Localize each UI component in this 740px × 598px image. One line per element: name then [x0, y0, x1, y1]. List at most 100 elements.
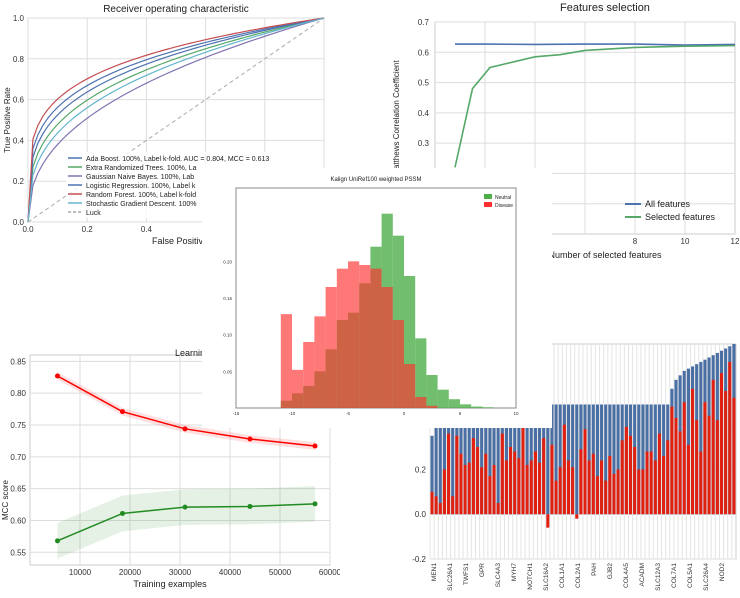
stacked-bar-red: [488, 476, 492, 515]
stacked-xtick-label: GJB2: [607, 563, 614, 580]
stacked-bar-red: [691, 388, 695, 515]
stacked-bar-blue: [566, 404, 571, 515]
stacked-bar-red: [463, 464, 467, 515]
stacked-bar-red: [430, 491, 434, 515]
stacked-ytick-label: 0.2: [415, 465, 427, 474]
learning-point: [182, 504, 188, 510]
learning-confidence-band: [57, 372, 315, 450]
roc-chart: 0.0 0.2 0.4 0.6 0.8 1.0 0.0 0.2 0.4 Receiver oper…: [3, 4, 325, 246]
features-xtick-label: 12: [731, 237, 740, 246]
learning-xtick-label: 60000: [319, 568, 340, 577]
stacked-xtick-label: COL5A1: [687, 563, 694, 588]
histogram-bar: [437, 389, 449, 408]
features-ytick-label: 0.6: [418, 48, 430, 57]
roc-legend-label: Random Forest. 100%, Label k-fold: [86, 192, 196, 199]
stacked-bar-red: [624, 426, 628, 515]
stacked-xtick-label: ACADM: [639, 563, 646, 586]
histogram-bar: [303, 342, 315, 408]
stacked-bar-red: [670, 406, 674, 515]
learning-xtick-label: 20000: [119, 568, 142, 577]
stacked-xtick-label: SLC12A3: [655, 563, 662, 591]
roc-series-line: [27, 17, 325, 223]
stacked-bar-blue: [434, 404, 438, 515]
stacked-bar-red: [678, 431, 682, 515]
stacked-xtick-label: MYH7: [511, 563, 518, 581]
learning-ylabel: MCC score: [1, 479, 10, 520]
stacked-bar-blue: [604, 404, 608, 515]
stacked-bar-red: [699, 451, 703, 515]
stacked-bar-red: [600, 460, 604, 515]
features-xtick-label: 8: [633, 237, 638, 246]
stacked-bar-red: [674, 417, 678, 515]
stacked-xtick-label: SLC16A2: [543, 563, 550, 591]
roc-ytick-label: 0.8: [13, 55, 25, 64]
stacked-bar-red: [562, 424, 566, 515]
stacked-bar-red: [604, 480, 608, 515]
histogram-bar: [314, 316, 326, 408]
stacked-xtick-label: NOTCH1: [527, 563, 534, 590]
stacked-bar-red: [529, 460, 533, 515]
stacked-bar-blue: [641, 404, 645, 515]
features-series-line: [454, 44, 736, 168]
learning-point: [120, 510, 125, 516]
stacked-bar-red: [587, 460, 591, 515]
histogram-bar: [482, 407, 494, 408]
stacked-bar-red: [492, 464, 496, 515]
stacked-bar-red: [579, 449, 583, 515]
learning-ytick-label: 0.80: [10, 389, 26, 398]
histogram-bar: [280, 314, 292, 408]
histogram-bar: [325, 287, 337, 408]
histogram-bar: [426, 375, 438, 408]
roc-legend-label: Logistic Regression. 100%, Label k: [86, 183, 196, 190]
stacked-xtick-label: SLC4A3: [495, 563, 502, 588]
stacked-bar-red: [521, 424, 525, 515]
learning-ytick-label: 0.85: [10, 357, 26, 366]
stacked-bar-blue: [525, 404, 529, 515]
histogram-bar: [415, 397, 427, 408]
learning-point: [182, 426, 188, 432]
stacked-bar-red: [554, 480, 558, 515]
stacked-bar-red: [542, 438, 546, 515]
stacked-bar-blue: [529, 404, 533, 515]
features-series-line: [455, 43, 736, 46]
stacked-bar-red: [732, 397, 736, 515]
stacked-bar-blue: [488, 404, 492, 515]
histogram-xtick-label: 5: [459, 411, 462, 416]
stacked-bar-blue: [571, 404, 575, 515]
histogram-bar: [392, 320, 404, 408]
stacked-bar-red: [724, 391, 728, 515]
stacked-bar-red: [616, 469, 620, 515]
stacked-bar-red: [566, 460, 571, 515]
stacked-bar-blue: [467, 404, 471, 515]
roc-ytick-label: 0.6: [13, 96, 25, 105]
stacked-bar-red: [525, 464, 529, 515]
learning-xtick-label: 40000: [219, 568, 242, 577]
stacked-bar-red: [459, 453, 463, 515]
stacked-bar-blue: [686, 368, 691, 515]
learning-xtick-label: 50000: [269, 568, 292, 577]
stacked-bar-red: [533, 451, 538, 515]
histogram-ytick-label: 0.10: [223, 333, 232, 338]
stacked-bar-red: [513, 451, 517, 515]
stacked-bar-red: [591, 453, 595, 515]
stacked-bar-blue: [538, 404, 542, 515]
learning-ytick-label: 0.75: [10, 421, 26, 430]
stacked-bar-red: [682, 402, 686, 515]
roc-ylabel: True Positive Rate: [3, 87, 12, 153]
histogram-xtick-label: 0: [403, 411, 406, 416]
stacked-bar-red: [608, 455, 612, 515]
stacked-xtick-label: GPR: [479, 563, 486, 577]
stacked-chart: 0.40.20.0-0.2MEN1SLC26A1TWFS1GPRSLC4A3MY…: [412, 343, 737, 591]
histogram-bar: [471, 406, 483, 408]
stacked-bar-red: [517, 458, 521, 515]
histogram-xtick-label: -15: [233, 411, 240, 416]
stacked-bar-red: [583, 429, 587, 515]
histogram-legend-swatch: [484, 194, 492, 199]
learning-xlabel: Training examples: [133, 579, 207, 589]
stacked-bar-blue: [595, 404, 600, 515]
histogram-bar: [348, 261, 360, 408]
histogram-ytick-label: 0.05: [223, 369, 232, 374]
stacked-bar-red: [649, 451, 653, 515]
stacked-bar-blue: [438, 404, 442, 515]
stacked-bar-blue: [480, 404, 484, 515]
